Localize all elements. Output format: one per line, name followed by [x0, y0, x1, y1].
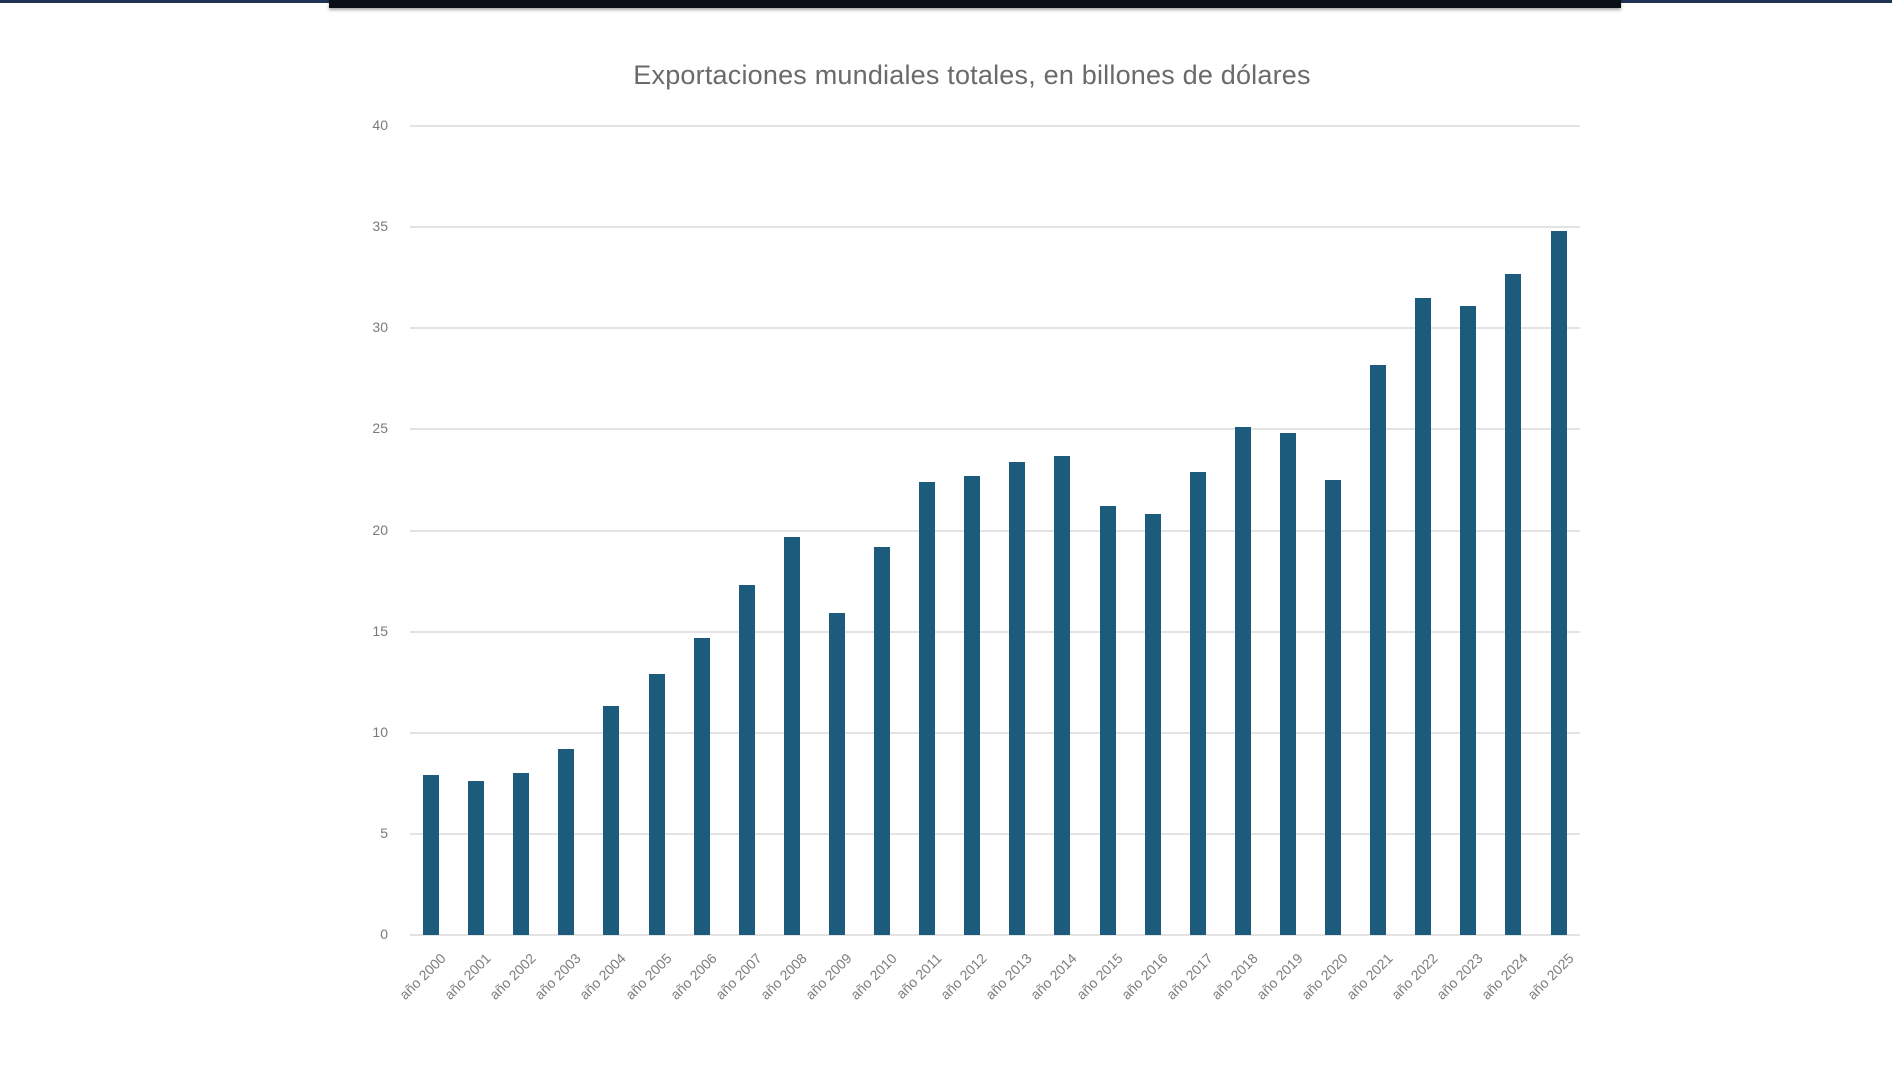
- y-tick-label: 35: [372, 218, 388, 235]
- x-tick-label: año 2024: [1478, 950, 1532, 1003]
- x-tick-label: año 2020: [1298, 950, 1351, 1003]
- x-tick-label: año 2025: [1523, 950, 1577, 1003]
- y-tick-label: 5: [380, 824, 388, 841]
- x-tick-label: año 2005: [621, 950, 675, 1003]
- bar: [1234, 427, 1251, 935]
- x-tick-label: año 2011: [892, 950, 945, 1002]
- x-tick-label: año 2018: [1207, 950, 1261, 1003]
- y-tick-label: 20: [372, 521, 388, 538]
- bar: [1144, 514, 1161, 935]
- x-tick-label: año 2014: [1027, 950, 1081, 1003]
- bar: [1505, 273, 1522, 935]
- x-tick-label: año 2017: [1162, 950, 1216, 1003]
- y-tick-label: 40: [372, 117, 388, 133]
- bar: [783, 536, 800, 935]
- x-tick-label: año 2006: [666, 950, 720, 1003]
- gridline: [410, 934, 1580, 936]
- bar: [1279, 433, 1296, 935]
- x-tick-label: año 2003: [531, 950, 585, 1003]
- x-tick-label: año 2008: [756, 950, 810, 1003]
- x-tick-label: año 2015: [1072, 950, 1126, 1003]
- gridline: [410, 832, 1580, 835]
- bar: [648, 674, 665, 935]
- x-tick-label: año 2021: [1343, 950, 1396, 1003]
- bar: [603, 706, 620, 935]
- x-tick-label: año 2013: [982, 950, 1036, 1003]
- y-tick-label: 15: [372, 622, 388, 639]
- bar: [558, 748, 575, 935]
- bar: [828, 613, 845, 935]
- bar: [1189, 471, 1206, 935]
- top-black-bar: [329, 0, 1621, 8]
- x-tick-label: año 2022: [1388, 950, 1441, 1003]
- x-tick-label: año 2012: [937, 950, 990, 1003]
- y-tick-label: 0: [380, 926, 388, 942]
- x-tick-label: año 2019: [1252, 950, 1306, 1003]
- x-tick-label: año 2023: [1433, 950, 1487, 1003]
- gridline: [410, 428, 1580, 431]
- gridline: [410, 630, 1580, 633]
- x-tick-label: año 2002: [486, 950, 539, 1003]
- bar: [919, 481, 936, 935]
- bar: [1370, 364, 1387, 935]
- y-tick-label: 25: [372, 420, 388, 437]
- y-tick-label: 10: [372, 723, 388, 740]
- x-tick-label: año 2001: [441, 950, 494, 1003]
- bar: [1054, 455, 1071, 935]
- bar: [1325, 479, 1341, 935]
- bar: [1550, 231, 1567, 935]
- bar: [1099, 506, 1116, 935]
- x-tick-label: año 2009: [801, 950, 855, 1003]
- bar: [468, 781, 485, 935]
- gridline: [410, 529, 1580, 532]
- bar: [1460, 306, 1477, 935]
- x-tick-label: año 2010: [847, 950, 900, 1003]
- bar: [1415, 297, 1432, 935]
- gridline: [410, 226, 1580, 229]
- bar: [738, 585, 755, 935]
- gridline: [410, 731, 1580, 734]
- y-tick-label: 30: [372, 319, 388, 336]
- chart-title: Exportaciones mundiales totales, en bill…: [633, 60, 1311, 90]
- x-tick-label: año 2007: [711, 950, 765, 1003]
- bar: [1009, 461, 1026, 935]
- bar: [964, 475, 981, 935]
- bar: [423, 775, 439, 935]
- x-tick-label: año 2016: [1117, 950, 1171, 1003]
- gridline: [410, 125, 1580, 127]
- x-tick-label: año 2004: [576, 950, 630, 1003]
- gridline: [410, 327, 1580, 330]
- bar: [874, 546, 890, 935]
- bar: [513, 773, 530, 935]
- bar: [693, 637, 710, 935]
- x-tick-label: año 2000: [396, 950, 449, 1003]
